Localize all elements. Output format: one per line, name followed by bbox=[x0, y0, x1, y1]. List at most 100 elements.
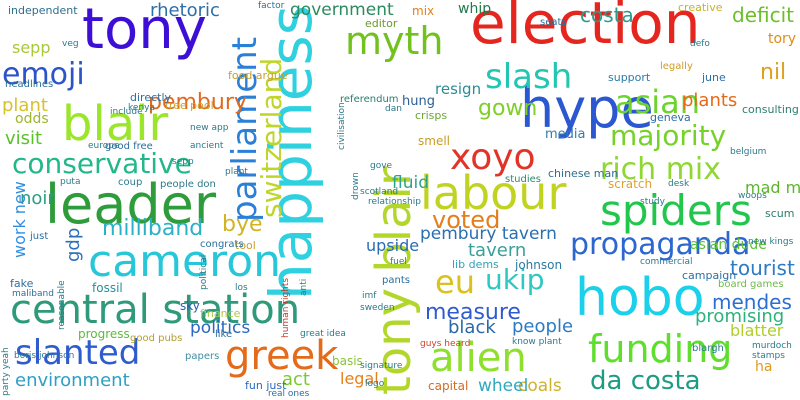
word-black: black bbox=[448, 317, 496, 338]
word-pembury-tavern: pembury tavern bbox=[420, 224, 557, 244]
word-chinese-man: chinese man bbox=[548, 167, 619, 180]
word-bye: bye bbox=[222, 212, 263, 237]
word-imf: imf bbox=[362, 291, 377, 301]
word-xoyo: xoyo bbox=[450, 137, 536, 178]
word-civilisation: civilisation bbox=[337, 102, 347, 150]
word-kenya: kenya bbox=[128, 103, 155, 113]
word-funding: funding bbox=[588, 327, 733, 371]
word-asian: asian bbox=[615, 83, 701, 121]
word-drown: drown bbox=[351, 172, 361, 200]
word-election: election bbox=[470, 0, 701, 57]
word-new-kings: new kings bbox=[748, 237, 794, 247]
word-tory: tory bbox=[768, 31, 797, 47]
word-lib-dems: lib dems bbox=[452, 258, 499, 271]
word-ancient: ancient bbox=[190, 141, 224, 151]
word-myth: myth bbox=[345, 19, 444, 63]
word-alien: alien bbox=[430, 335, 527, 381]
word-cameron: cameron bbox=[88, 236, 282, 287]
word-plant: plant bbox=[2, 95, 48, 116]
word-odds: odds bbox=[15, 111, 49, 127]
word-promising: promising bbox=[695, 306, 785, 327]
word-party-yeah: party yeah bbox=[1, 347, 11, 396]
word-people: people bbox=[512, 316, 574, 337]
word-reasonable: reasonable bbox=[57, 280, 67, 330]
word-leader: leader bbox=[45, 173, 217, 236]
word-slanted: slanted bbox=[15, 333, 141, 373]
word-upside: upside bbox=[366, 236, 420, 255]
word-scum: scum bbox=[765, 207, 795, 220]
word-coup: coup bbox=[118, 177, 143, 188]
word-people-don: people don bbox=[160, 179, 216, 190]
word-geneva: geneva bbox=[650, 111, 691, 124]
word-hung: hung bbox=[402, 94, 435, 109]
word-directly: directly bbox=[130, 91, 172, 104]
word-wheel: wheel bbox=[478, 376, 529, 396]
word-government: government bbox=[290, 0, 394, 20]
word-fake: fake bbox=[10, 277, 34, 290]
word-veg: veg bbox=[62, 39, 79, 49]
word-boris-johnson: boris johnson bbox=[14, 351, 75, 361]
word-woops: woops bbox=[738, 191, 767, 201]
word-politics: politics bbox=[190, 318, 251, 338]
word-noir: noir bbox=[20, 188, 55, 209]
word-good-free: good free bbox=[105, 141, 153, 152]
word-media: media bbox=[545, 127, 586, 142]
word-mendes: mendes bbox=[712, 290, 792, 314]
word-slash: slash bbox=[485, 57, 573, 97]
word-sepp-small: sepp bbox=[172, 157, 194, 167]
word-resign: resign bbox=[435, 80, 482, 98]
word-papers: papers bbox=[185, 351, 220, 362]
word-central-station: central station bbox=[10, 287, 301, 333]
word-study: study bbox=[640, 197, 665, 207]
word-plants: plants bbox=[682, 90, 738, 111]
word-scotland: scotland bbox=[360, 187, 399, 197]
word-board-games: board games bbox=[718, 279, 784, 290]
word-labour: labour bbox=[420, 166, 567, 220]
word-great-idea: great idea bbox=[300, 329, 346, 339]
word-tool: tool bbox=[235, 239, 256, 252]
word-human-rights: human rights bbox=[281, 277, 291, 338]
word-pants: pants bbox=[382, 275, 410, 286]
word-sky: sky bbox=[180, 299, 200, 313]
word-ha: ha bbox=[755, 359, 773, 375]
word-fossil: fossil bbox=[92, 281, 123, 295]
word-visit: visit bbox=[5, 128, 43, 149]
word-legally: legally bbox=[660, 61, 693, 72]
word-tourist: tourist bbox=[730, 256, 795, 280]
word-tony: tony bbox=[82, 0, 207, 62]
word-june: june bbox=[702, 71, 726, 84]
word-johnson: johnson bbox=[515, 258, 563, 272]
word-just: just bbox=[30, 231, 49, 242]
word-commercial: commercial bbox=[640, 257, 693, 267]
word-studies: studies bbox=[505, 174, 541, 185]
word-legal: legal bbox=[340, 369, 379, 388]
word-belgium: belgium bbox=[730, 147, 767, 157]
word-conservative: conservative bbox=[12, 147, 192, 180]
word-fuel: fuel bbox=[390, 257, 407, 267]
word-measure: measure bbox=[425, 300, 521, 325]
word-free-pool: free pool bbox=[165, 99, 214, 112]
word-costa: costa bbox=[580, 3, 634, 27]
word-deficit: deficit bbox=[732, 3, 794, 27]
word-spiders: spiders bbox=[600, 186, 752, 235]
word-rich-mix: rich mix bbox=[600, 152, 722, 187]
word-murdoch: murdoch bbox=[752, 341, 792, 351]
word-tavern: tavern bbox=[468, 240, 527, 261]
word-milliband: milliband bbox=[102, 216, 204, 241]
word-factor: factor bbox=[258, 1, 285, 11]
word-maliband: maliband bbox=[12, 289, 54, 299]
word-political: political bbox=[199, 254, 209, 290]
word-majority: majority bbox=[610, 119, 727, 152]
word-blatter: blatter bbox=[730, 321, 784, 340]
word-fun-just: fun just bbox=[245, 379, 287, 392]
word-congrats: congrats bbox=[200, 239, 244, 250]
word-finance: finance bbox=[200, 307, 241, 320]
word-like: like bbox=[215, 329, 233, 340]
word-basis: basis bbox=[332, 354, 363, 368]
word-creative: creative bbox=[678, 1, 723, 14]
word-smell: smell bbox=[418, 134, 450, 148]
word-gove: gove bbox=[370, 161, 393, 171]
word-defo: defo bbox=[690, 39, 710, 49]
word-eu: eu bbox=[435, 263, 475, 301]
